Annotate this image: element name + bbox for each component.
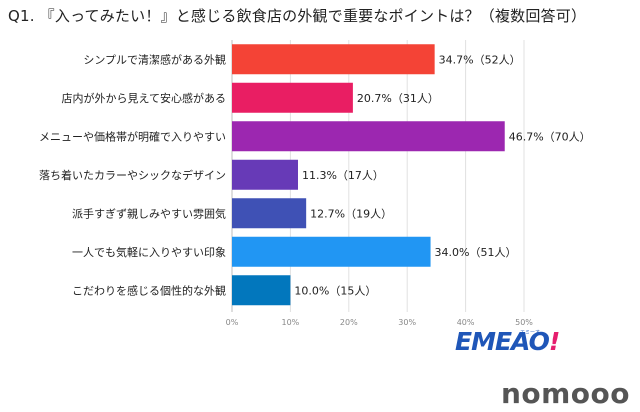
data-label: 12.7%（19人） xyxy=(310,207,392,220)
data-label: 10.0%（15人） xyxy=(294,284,376,297)
x-tick-label: 20% xyxy=(340,318,358,327)
category-label: こだわりを感じる個性的な外観 xyxy=(72,283,226,297)
logo-subtext: エミーオ xyxy=(520,330,541,336)
data-label: 11.3%（17人） xyxy=(302,169,384,182)
data-label: 34.0%（51人） xyxy=(435,246,517,259)
x-tick-label: 30% xyxy=(398,318,416,327)
emeao-logo: EMEAO! xyxy=(455,327,560,356)
bar xyxy=(232,236,431,267)
bar xyxy=(232,159,298,190)
x-tick-label: 0% xyxy=(226,318,239,327)
chart-title: Q1. 『入ってみたい！』と感じる飲食店の外観で重要なポイントは？（複数回答可） xyxy=(8,7,587,25)
category-label: メニューや価格帯が明確で入りやすい xyxy=(39,129,226,143)
bar xyxy=(232,44,435,75)
x-tick-label: 10% xyxy=(282,318,300,327)
data-label: 20.7%（31人） xyxy=(357,92,439,105)
bar xyxy=(232,82,353,113)
category-label: 店内が外から見えて安心感がある xyxy=(62,91,226,105)
logo-bang: ! xyxy=(548,327,560,356)
category-label: 落ち着いたカラーやシックなデザイン xyxy=(39,168,226,182)
category-label: 一人でも気軽に入りやすい印象 xyxy=(72,245,226,259)
category-label: シンプルで清潔感がある外観 xyxy=(83,52,226,66)
data-label: 46.7%（70人） xyxy=(509,130,591,143)
data-label: 34.7%（52人） xyxy=(439,53,521,66)
x-tick-label: 50% xyxy=(515,318,533,327)
x-tick-label: 40% xyxy=(457,318,475,327)
category-label: 派手すぎず親しみやすい雰囲気 xyxy=(72,206,226,220)
bar xyxy=(232,275,291,306)
bar xyxy=(232,198,307,229)
logo-text: EMEAO xyxy=(455,327,550,356)
bar xyxy=(232,121,505,152)
nomooo-watermark: nomooo xyxy=(500,377,630,410)
